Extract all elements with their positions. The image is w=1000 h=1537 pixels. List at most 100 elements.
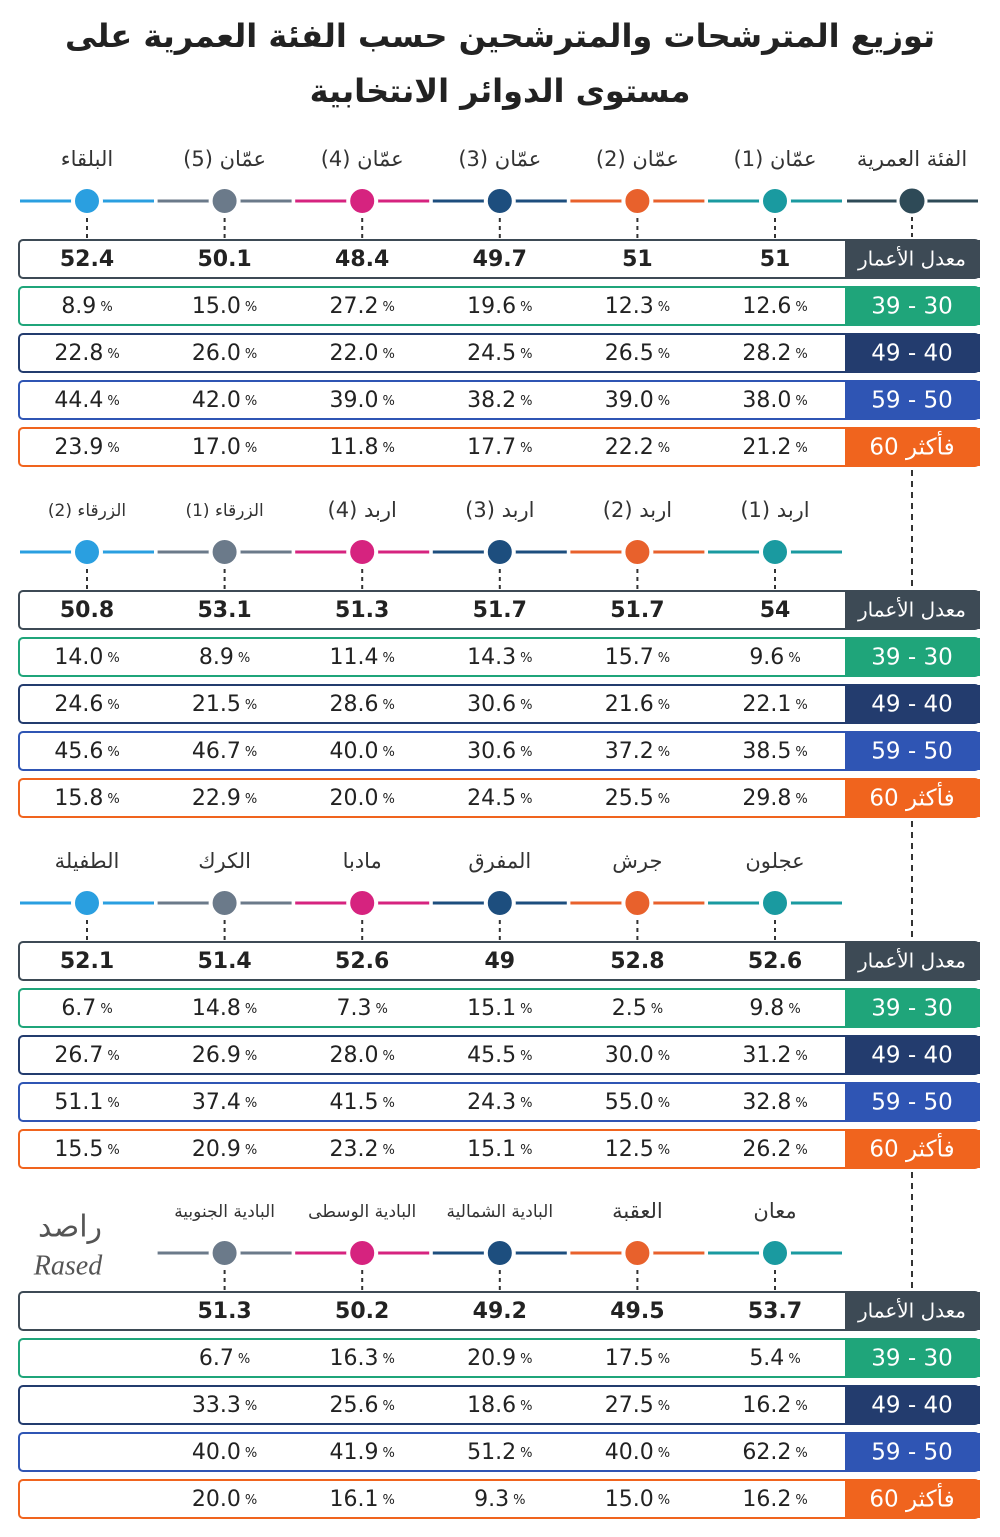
percent-cell: 33.3% (192, 1393, 257, 1418)
percent-value: 15.0 (192, 294, 241, 319)
percent-value: 25.6 (330, 1393, 379, 1418)
percent-unit: % (788, 1002, 800, 1017)
percent-value: 15.7 (605, 645, 654, 670)
percent-value: 26.7 (54, 1043, 103, 1068)
dot (621, 536, 654, 568)
percent-cell: 22.1% (742, 692, 807, 717)
percent-value: 24.5 (467, 341, 516, 366)
percent-cell: 40.0% (605, 1440, 670, 1465)
percent-unit: % (245, 698, 257, 713)
mean-age: 50.2 (335, 1299, 389, 1324)
percent-cell: 8.9% (61, 294, 112, 319)
percent-cell: 30.0% (605, 1043, 670, 1068)
district-name: عمّان (5) (183, 147, 266, 171)
row-label: 39 - 30 (871, 1346, 952, 1372)
percent-cell: 12.3% (605, 294, 670, 319)
percent-unit: % (383, 792, 395, 807)
percent-value: 26.5 (605, 341, 654, 366)
mean-age: 51.3 (335, 598, 389, 623)
mean-age: 51.3 (197, 1299, 251, 1324)
dot (621, 1237, 654, 1269)
row-label-box (845, 989, 980, 1027)
row-label-box (845, 1339, 980, 1377)
percent-unit: % (658, 651, 670, 666)
percent-cell: 26.7% (54, 1043, 119, 1068)
percent-unit: % (788, 1352, 800, 1367)
percent-unit: % (245, 745, 257, 760)
percent-cell: 20.9% (467, 1346, 532, 1371)
dot (483, 536, 516, 568)
percent-cell: 22.9% (192, 786, 257, 811)
row-label-box (845, 381, 980, 419)
mean-age: 49.5 (610, 1299, 664, 1324)
row-label: 60 فأكثر (869, 1133, 954, 1163)
percent-value: 14.3 (467, 645, 516, 670)
row-label-box (845, 942, 980, 980)
percent-unit: % (513, 1493, 525, 1508)
percent-cell: 37.2% (605, 739, 670, 764)
percent-unit: % (107, 441, 119, 456)
percent-unit: % (795, 441, 807, 456)
mean-age: 52.6 (748, 949, 802, 974)
percent-cell: 14.3% (467, 645, 532, 670)
percent-unit: % (107, 394, 119, 409)
district-name: جرش (612, 849, 662, 873)
percent-cell: 21.5% (192, 692, 257, 717)
percent-value: 8.9 (199, 645, 234, 670)
percent-unit: % (107, 792, 119, 807)
mean-age: 52.4 (60, 247, 114, 272)
percent-unit: % (795, 347, 807, 362)
percent-value: 21.5 (192, 692, 241, 717)
percent-cell: 20.0% (192, 1487, 257, 1512)
mean-age: 51.7 (610, 598, 664, 623)
dot (759, 1237, 791, 1269)
mean-age: 48.4 (335, 247, 389, 272)
dot (346, 887, 379, 919)
percent-value: 17.7 (467, 435, 516, 460)
percent-cell: 28.2% (742, 341, 807, 366)
percent-unit: % (520, 745, 532, 760)
district-name: عجلون (745, 849, 804, 873)
percent-cell: 20.0% (330, 786, 395, 811)
district-name: عمّان (2) (596, 147, 679, 171)
percent-unit: % (245, 441, 257, 456)
percent-unit: % (520, 441, 532, 456)
percent-value: 45.5 (467, 1043, 516, 1068)
percent-unit: % (383, 745, 395, 760)
district-name: البادية الجنوبية (174, 1202, 275, 1222)
percent-unit: % (107, 698, 119, 713)
percent-unit: % (795, 745, 807, 760)
percent-cell: 16.2% (742, 1487, 807, 1512)
percent-value: 30.0 (605, 1043, 654, 1068)
percent-cell: 28.6% (330, 692, 395, 717)
percent-cell: 26.9% (192, 1043, 257, 1068)
row-label-box (845, 287, 980, 325)
percent-value: 21.6 (605, 692, 654, 717)
percent-value: 9.3 (474, 1487, 509, 1512)
percent-value: 55.0 (605, 1090, 654, 1115)
percent-unit: % (245, 1493, 257, 1508)
percent-value: 24.5 (467, 786, 516, 811)
district-name: العقبة (612, 1199, 663, 1223)
percent-value: 15.5 (54, 1137, 103, 1162)
percent-cell: 9.6% (749, 645, 800, 670)
row-label-box (845, 1433, 980, 1471)
percent-unit: % (795, 1096, 807, 1111)
district-name: اربد (4) (328, 498, 397, 522)
row-label-box (845, 685, 980, 723)
district-name: عمّان (3) (458, 147, 541, 171)
percent-unit: % (658, 1096, 670, 1111)
percent-cell: 42.0% (192, 388, 257, 413)
title-line: توزيع المترشحات والمترشحين حسب الفئة الع… (65, 17, 935, 55)
percent-unit: % (245, 1049, 257, 1064)
percent-unit: % (100, 1002, 112, 1017)
district-name: معان (753, 1199, 796, 1223)
district-name: البادية الشمالية (447, 1202, 554, 1222)
district-name: اربد (2) (603, 498, 672, 522)
percent-value: 11.8 (330, 435, 379, 460)
percent-cell: 15.7% (605, 645, 670, 670)
logo-latin: Rased (33, 1250, 103, 1281)
percent-unit: % (795, 698, 807, 713)
percent-cell: 23.9% (54, 435, 119, 460)
percent-value: 21.2 (742, 435, 791, 460)
